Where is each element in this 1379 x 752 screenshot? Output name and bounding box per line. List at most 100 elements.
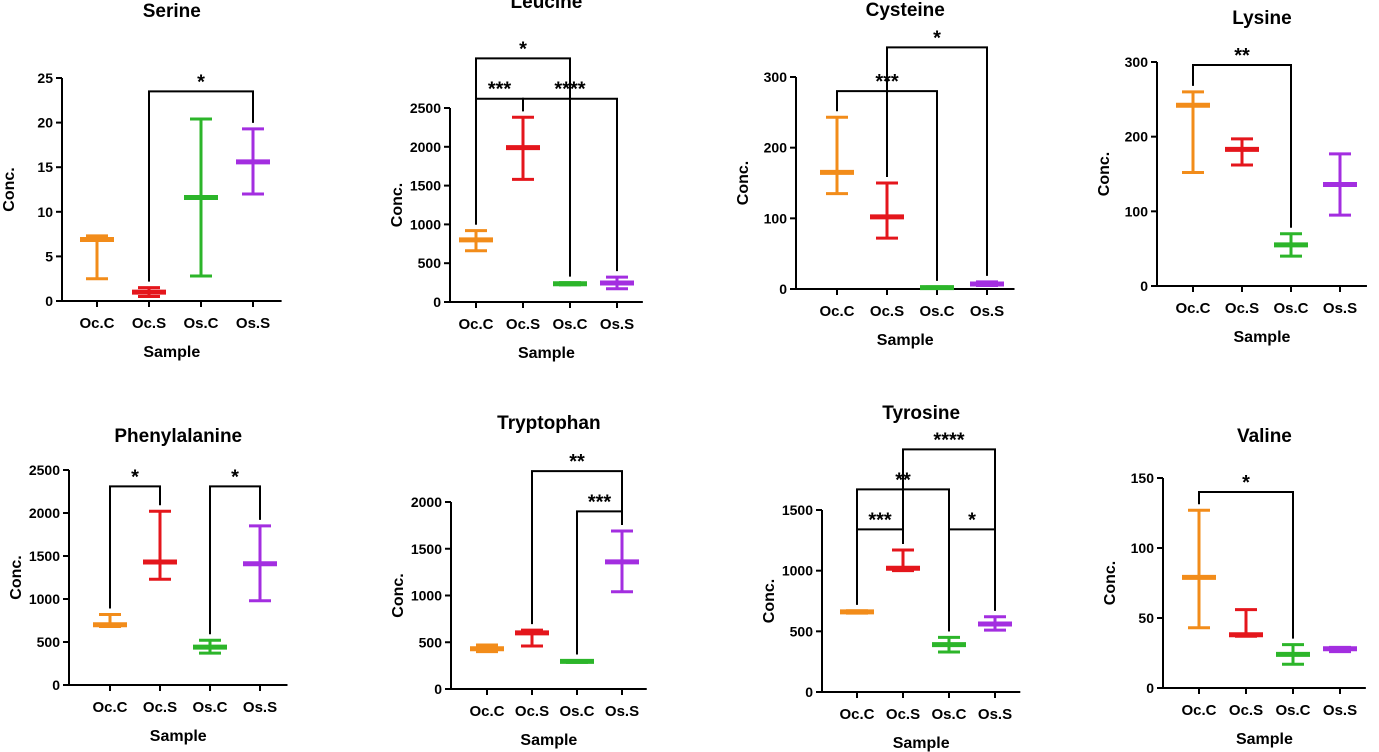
significance-label: ***	[588, 491, 612, 513]
box-oc-s	[506, 115, 540, 181]
box-oc-s	[1225, 137, 1259, 167]
x-tick-label: Os.C	[192, 699, 227, 716]
x-tick-label: Oc.S	[506, 316, 540, 333]
y-tick-label: 100	[764, 210, 788, 226]
y-tick-label: 1000	[411, 588, 442, 604]
y-tick-label: 10	[37, 204, 53, 220]
y-tick-label: 100	[1131, 540, 1155, 556]
significance-bracket: *	[209, 466, 261, 635]
box-os-s	[970, 280, 1004, 287]
panel-cysteine: Cysteine 0 100 200 300 Oc.C Oc.S Os.C Os.S Sample…	[735, 0, 1015, 349]
significance-label: *	[131, 466, 139, 488]
x-tick-label: Oc.S	[870, 303, 904, 320]
box-os-s	[978, 615, 1012, 632]
significance-label: *	[933, 27, 941, 49]
bracket-line	[1198, 491, 1294, 639]
significance-bracket: ***	[475, 79, 524, 225]
y-tick-label: 0	[434, 681, 442, 697]
significance-label: **	[1234, 45, 1250, 67]
y-tick-label: 5	[45, 248, 53, 264]
box-oc-s	[132, 286, 166, 299]
y-tick-label: 0	[52, 677, 60, 693]
x-axis-label: Sample	[877, 332, 934, 349]
y-tick-label: 50	[1138, 610, 1154, 626]
bracket-line	[886, 46, 988, 276]
y-tick-label: 500	[790, 623, 814, 639]
bracket-line	[209, 485, 261, 635]
x-tick-label: Oc.S	[886, 706, 920, 723]
significance-bracket: **	[531, 451, 623, 625]
significance-bracket: ****	[902, 429, 996, 611]
box-oc-s	[870, 181, 904, 240]
y-axis-label: Conc.	[1102, 561, 1119, 605]
y-tick-label: 0	[779, 281, 787, 297]
x-tick-label: Oc.C	[1175, 300, 1210, 317]
significance-bracket: *	[109, 466, 161, 609]
significance-label: ***	[488, 79, 512, 101]
x-tick-label: Oc.C	[92, 699, 127, 716]
x-tick-label: Oc.C	[839, 706, 874, 723]
x-tick-label: Oc.C	[819, 303, 854, 320]
chart-title: Cysteine	[866, 0, 945, 21]
x-axis-label: Sample	[1236, 731, 1293, 748]
x-tick-label: Oc.C	[79, 315, 114, 332]
x-tick-label: Os.C	[1273, 300, 1308, 317]
box-os-s	[1323, 152, 1357, 217]
x-tick-label: Os.S	[970, 303, 1004, 320]
bracket-line	[531, 470, 623, 625]
significance-bracket: *	[948, 509, 996, 632]
y-axis-label: Conc.	[1, 167, 18, 211]
x-tick-label: Os.S	[605, 703, 639, 720]
significance-label: *	[231, 466, 239, 488]
box-os-s	[236, 127, 270, 196]
significance-bracket: ***	[576, 491, 623, 655]
x-axis-label: Sample	[150, 728, 207, 745]
x-axis-label: Sample	[518, 345, 575, 362]
y-tick-label: 2500	[29, 462, 60, 478]
panel-leucine: Leucine 0 500 1000 1500 2000 2500 Oc.C Oc.S Os.C O…	[389, 0, 643, 362]
chart-title: Tyrosine	[882, 403, 960, 424]
box-os-c	[560, 658, 594, 664]
x-axis-label: Sample	[893, 735, 950, 752]
box-oc-s	[886, 548, 920, 573]
y-axis-label: Conc.	[1096, 152, 1113, 196]
x-tick-label: Os.C	[559, 703, 594, 720]
bracket-line	[148, 90, 254, 282]
box-os-s	[600, 275, 634, 291]
box-os-c	[932, 635, 966, 654]
x-axis-label: Sample	[1234, 329, 1291, 346]
y-tick-label: 500	[419, 634, 443, 650]
box-os-c	[184, 117, 218, 278]
y-tick-label: 1500	[782, 502, 813, 518]
y-tick-label: 0	[1140, 278, 1148, 294]
y-axis-label: Conc.	[735, 161, 752, 205]
y-tick-label: 1500	[410, 178, 441, 194]
box-os-c	[920, 285, 954, 291]
x-tick-label: Os.C	[931, 706, 966, 723]
box-os-c	[1274, 232, 1308, 258]
y-tick-label: 500	[418, 255, 442, 271]
chart-title: Tryptophan	[497, 413, 600, 434]
significance-bracket: *	[475, 38, 571, 277]
significance-label: **	[569, 451, 585, 473]
x-tick-label: Os.C	[1275, 702, 1310, 719]
panel-valine: Valine 0 50 100 150 Oc.C Oc.S Os.C Os.S Sample Con…	[1102, 426, 1366, 748]
y-tick-label: 200	[1125, 129, 1149, 145]
chart-title: Leucine	[511, 0, 583, 13]
box-oc-c	[80, 234, 114, 281]
y-tick-label: 2500	[410, 100, 441, 116]
y-tick-label: 2000	[29, 505, 60, 521]
bracket-line	[902, 448, 996, 611]
y-tick-label: 200	[764, 140, 788, 156]
box-os-s	[243, 524, 277, 603]
x-tick-label: Os.C	[183, 315, 218, 332]
box-oc-c	[1176, 90, 1210, 175]
significance-label: *	[519, 38, 527, 60]
chart-title: Phenylalanine	[114, 426, 242, 447]
chart-title: Valine	[1237, 426, 1292, 447]
panel-lysine: Lysine 0 100 200 300 Oc.C Oc.S Os.C Os.S Sample Co…	[1096, 8, 1367, 346]
x-tick-label: Oc.S	[1225, 300, 1259, 317]
y-tick-label: 0	[45, 293, 53, 309]
y-axis-label: Conc.	[390, 573, 407, 617]
